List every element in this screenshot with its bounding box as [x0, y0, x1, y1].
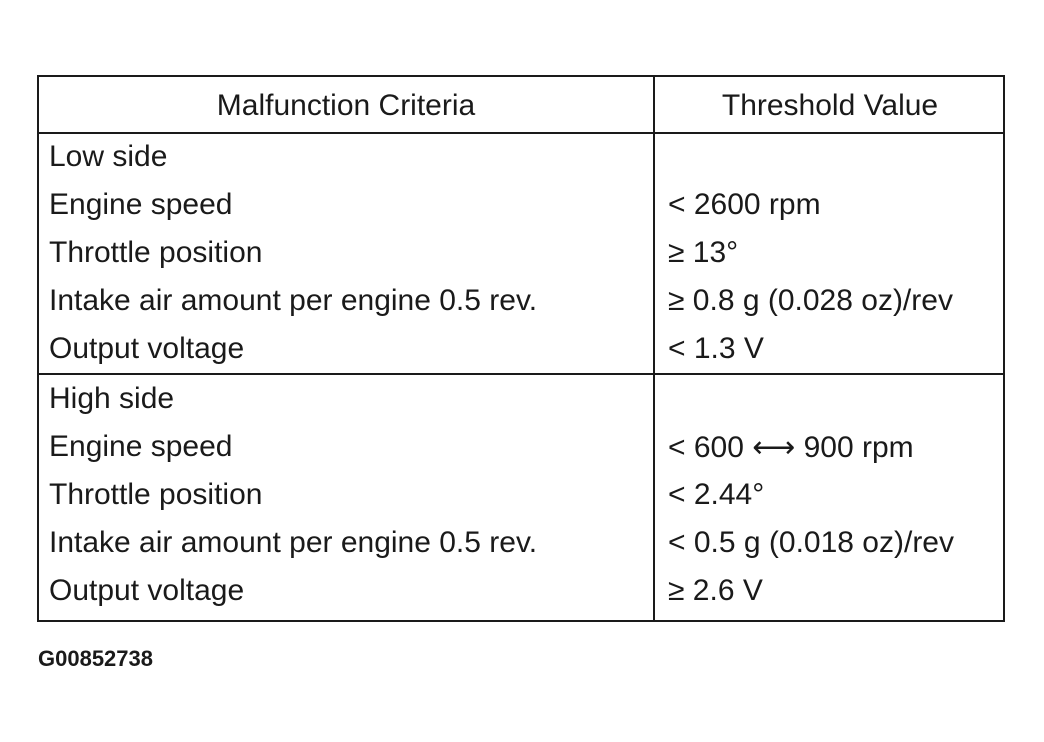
table-row: Intake air amount per engine 0.5 rev. ≥ … — [39, 278, 1003, 326]
table-row: Output voltage < 1.3 V — [39, 326, 1003, 374]
figure-code: G00852738 — [38, 646, 153, 671]
criteria-cell: Output voltage — [49, 574, 245, 607]
threshold-cell: ≥ 2.6 V — [668, 574, 763, 607]
criteria-cell: Engine speed — [49, 188, 233, 221]
criteria-cell: Throttle position — [49, 478, 263, 511]
threshold-cell: < 2.44° — [668, 478, 765, 511]
criteria-cell: Intake air amount per engine 0.5 rev. — [49, 526, 538, 559]
table-row: Engine speed < 2600 rpm — [39, 182, 1003, 230]
threshold-cell: < 1.3 V — [668, 332, 764, 365]
threshold-cell: < 2600 rpm — [668, 188, 821, 221]
criteria-cell: Intake air amount per engine 0.5 rev. — [49, 284, 538, 317]
low-side-title: Low side — [49, 140, 168, 173]
table-row: Output voltage ≥ 2.6 V — [39, 568, 1003, 616]
criteria-cell: Throttle position — [49, 236, 263, 269]
criteria-cell: Output voltage — [49, 332, 245, 365]
table-row: Intake air amount per engine 0.5 rev. < … — [39, 520, 1003, 568]
threshold-cell: < 600 ⟷ 900 rpm — [668, 431, 914, 464]
low-side-title-row: Low side — [39, 134, 1003, 182]
table-row: Engine speed < 600 ⟷ 900 rpm — [39, 424, 1003, 472]
table-row: Throttle position < 2.44° — [39, 472, 1003, 520]
high-side-title-row: High side — [39, 376, 1003, 424]
section-divider — [39, 373, 1003, 375]
column-divider — [653, 77, 655, 620]
high-side-title: High side — [49, 382, 175, 415]
criteria-cell: Engine speed — [49, 430, 233, 463]
header-divider — [39, 132, 1003, 134]
threshold-cell: < 0.5 g (0.018 oz)/rev — [668, 526, 954, 559]
header-malfunction-criteria: Malfunction Criteria — [216, 89, 476, 122]
threshold-cell: ≥ 13° — [668, 236, 739, 269]
criteria-table: Malfunction Criteria Threshold Value Low… — [37, 75, 1005, 622]
header-threshold-value: Threshold Value — [721, 89, 939, 122]
threshold-cell: ≥ 0.8 g (0.028 oz)/rev — [668, 284, 953, 317]
table-row: Throttle position ≥ 13° — [39, 230, 1003, 278]
